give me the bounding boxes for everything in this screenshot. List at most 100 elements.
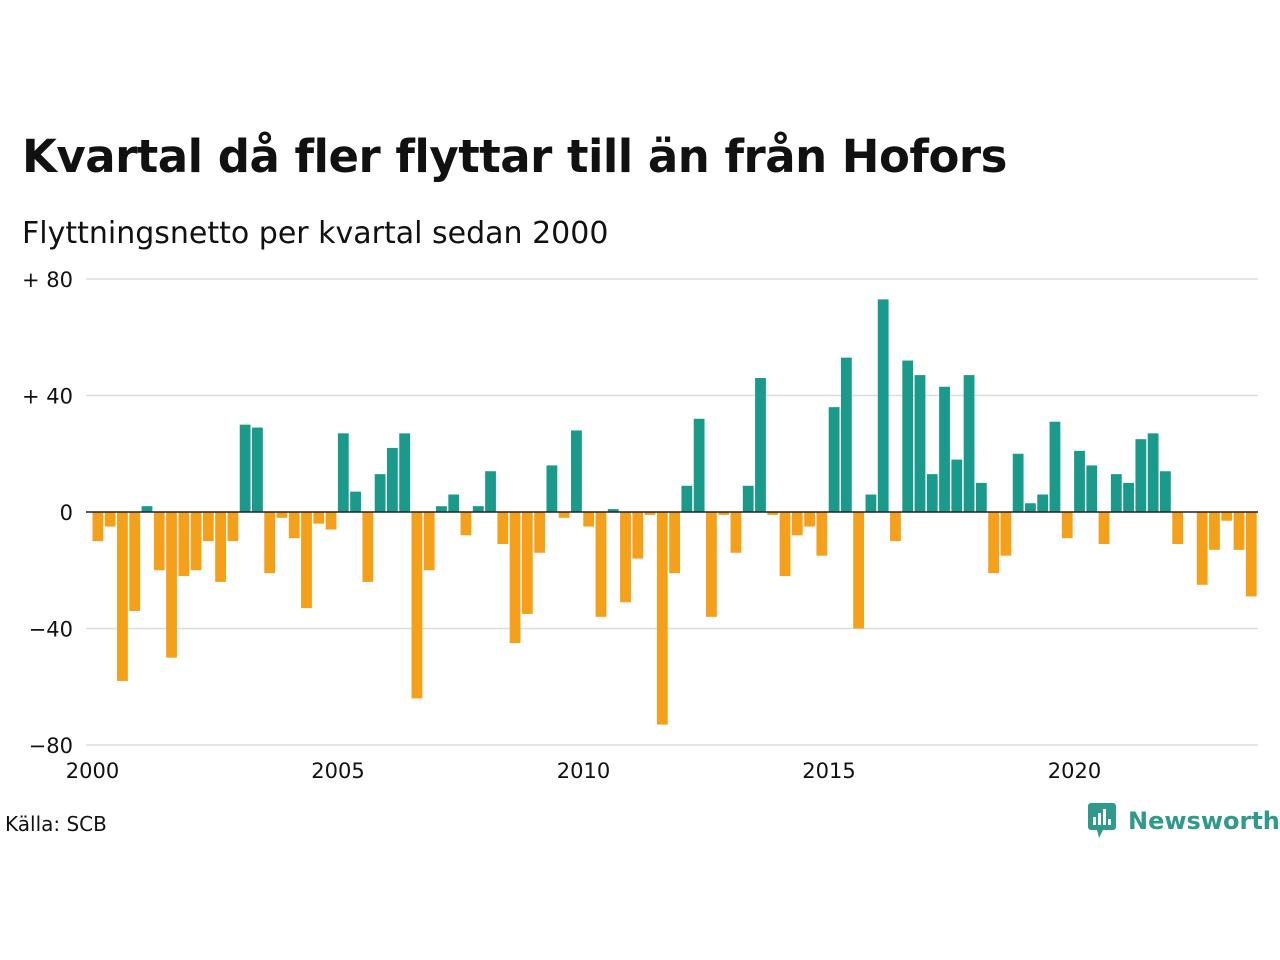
x-tick-label: 2020 [1048,759,1101,783]
bar [583,512,595,527]
bar [620,512,631,603]
bar [693,418,705,512]
bar [276,512,288,518]
bar [325,512,337,530]
bar [436,506,447,512]
bar [914,375,926,512]
bar [521,512,533,614]
bar [1159,471,1171,512]
bar [718,512,730,515]
bar [1000,512,1012,556]
bar [485,471,496,512]
bar [951,459,963,512]
bar [840,357,852,512]
bar [104,512,116,527]
bar [534,512,546,553]
bar [178,512,190,577]
bar [632,512,644,559]
bar [399,433,411,512]
bar [423,512,435,571]
bar [472,506,484,512]
bar [350,491,361,512]
bar [571,430,582,512]
bar [558,512,570,518]
bar [288,512,300,539]
y-tick-label: + 80 [22,268,73,292]
bar [963,375,975,512]
y-tick-label: −80 [29,734,73,758]
newsworthy-logo-icon [1088,803,1116,838]
bar [816,512,828,556]
bar [902,360,914,512]
bar [497,512,509,545]
bar [92,512,104,542]
bar [791,512,803,536]
bar [1221,512,1233,521]
bar [301,512,312,609]
bar [166,512,177,658]
bar [1025,503,1036,512]
x-tick-label: 2010 [557,759,610,783]
bar [546,465,558,512]
bar [215,512,226,582]
y-tick-label: −40 [29,618,73,642]
bar [117,512,128,681]
bar [1049,421,1061,512]
bar [386,447,398,512]
bar [730,512,742,553]
bar [1245,512,1257,597]
chart-subtitle: Flyttningsnetto per kvartal sedan 2000 [22,216,609,251]
bar [141,506,153,512]
bar [865,494,877,512]
bar [1037,494,1049,512]
bar [767,512,779,515]
bar [669,512,680,574]
bar [988,512,1000,574]
x-tick-label: 2015 [802,759,855,783]
bar [656,512,668,725]
bar [448,494,460,512]
bar [264,512,276,574]
y-tick-label: 0 [60,501,73,525]
brand-logo: Newsworthy [1088,803,1280,839]
chart-title: Kvartal då fler flyttar till än från Hof… [22,130,1007,183]
bar [362,512,374,582]
bar [1209,512,1220,550]
bar [227,512,239,542]
bar [755,378,766,512]
bar [153,512,165,571]
bar [1074,450,1085,512]
bar [1123,482,1134,513]
bar [926,474,938,512]
bar [313,512,325,524]
bar [1110,474,1122,512]
bar [1233,512,1245,550]
bar [607,509,619,512]
bar [804,512,815,527]
bar [202,512,214,542]
bar [779,512,791,577]
x-tick-label: 2005 [311,759,364,783]
bar [939,386,950,512]
bar [706,512,717,617]
bar [1172,512,1184,545]
bar [877,299,889,512]
bar [239,424,251,513]
y-tick-label: + 40 [22,385,73,409]
bar [742,485,754,512]
bar [129,512,141,612]
bar [595,512,607,617]
bar [509,512,521,644]
bar [460,512,472,536]
brand-name: Newsworthy [1128,807,1280,835]
bar [853,512,865,629]
bar [828,407,840,512]
bar [1196,512,1208,585]
bar [1135,439,1147,512]
bar [1061,512,1073,539]
bar [890,512,901,542]
source-note: Källa: SCB [5,812,107,836]
bar [681,485,693,512]
bar [252,427,263,512]
